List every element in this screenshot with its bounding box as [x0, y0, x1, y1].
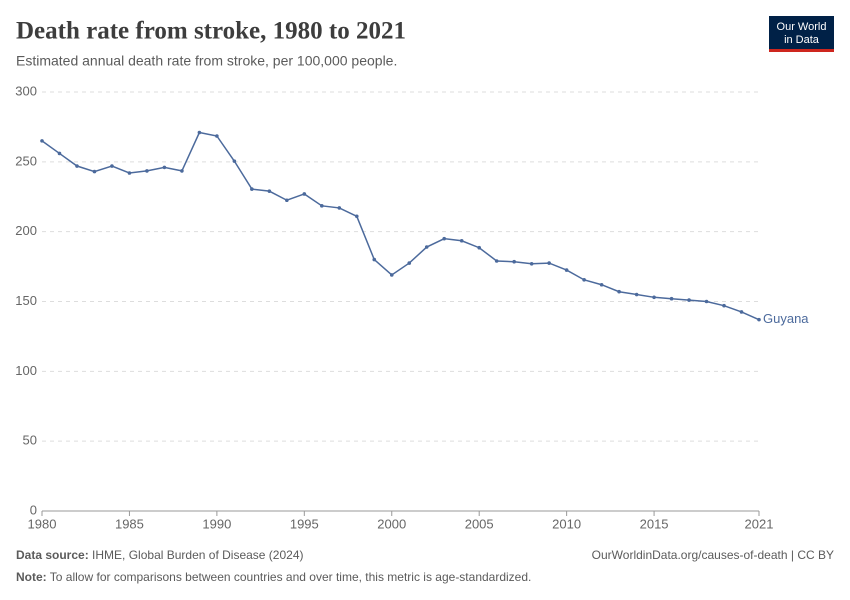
data-point: [424, 245, 429, 249]
chart-title: Death rate from stroke, 1980 to 2021: [16, 18, 406, 45]
data-point: [494, 259, 499, 263]
data-point: [75, 164, 79, 168]
series-line: [41, 131, 760, 321]
data-point: [372, 257, 377, 262]
x-tick-label: 2010: [552, 516, 581, 531]
data-point: [442, 236, 447, 241]
data-point: [669, 296, 674, 301]
footer-note: Note: To allow for comparisons between c…: [16, 570, 531, 584]
data-point: [302, 192, 307, 196]
data-point: [477, 245, 481, 250]
data-point: [354, 214, 359, 219]
x-tick-label: 2005: [465, 516, 494, 531]
data-point: [250, 187, 254, 191]
footer-url[interactable]: OurWorldinData.org/causes-of-death | CC …: [592, 548, 834, 562]
footer-source: Data source: IHME, Global Burden of Dise…: [16, 548, 303, 562]
data-point: [617, 289, 621, 294]
x-tick-label: 1990: [202, 516, 231, 531]
data-point: [407, 261, 412, 265]
data-point: [739, 310, 744, 314]
chart-subtitle: Estimated annual death rate from stroke,…: [16, 53, 397, 69]
source: IHME, Global Burden of Disease (2024): [92, 548, 303, 562]
data-point: [215, 134, 219, 138]
note-label: Note:: [16, 570, 47, 584]
data-point: [232, 159, 237, 163]
data-point: [127, 171, 132, 175]
x-tick-label: 1985: [115, 516, 144, 531]
y-tick-label: 150: [15, 293, 37, 308]
series-label: Guyana: [763, 311, 809, 326]
x-tick-label: 1980: [28, 516, 57, 531]
data-point: [757, 317, 761, 322]
x-tick-label: 1995: [290, 516, 319, 531]
y-tick-label: 200: [15, 223, 37, 238]
logo-text: Our World: [777, 21, 827, 33]
data-point: [652, 295, 656, 300]
data-point: [599, 282, 604, 287]
logo-text: in Data: [784, 34, 820, 46]
data-point: [704, 299, 709, 304]
logo-bar: [769, 49, 834, 52]
y-tick-label: 0: [30, 502, 37, 517]
y-tick-label: 300: [15, 83, 37, 98]
data-point: [197, 130, 202, 135]
data-point: [110, 164, 114, 168]
data-point: [337, 206, 342, 210]
logo-box: [769, 16, 834, 52]
data-point: [459, 238, 464, 243]
data-point: [180, 169, 184, 173]
source-label: Data source:: [16, 548, 89, 562]
data-point: [634, 292, 639, 297]
x-tick-label: 2021: [745, 516, 774, 531]
y-tick-label: 50: [23, 433, 37, 448]
y-tick-label: 250: [15, 153, 37, 168]
data-point: [529, 261, 534, 266]
y-tick-label: 100: [15, 363, 37, 378]
data-point: [722, 303, 726, 308]
x-tick-label: 2015: [640, 516, 669, 531]
data-point: [145, 169, 149, 173]
data-point: [687, 298, 691, 302]
data-point: [57, 151, 62, 156]
data-point: [162, 165, 167, 170]
data-point: [40, 139, 44, 143]
data-point: [582, 278, 586, 282]
data-point: [389, 273, 394, 277]
data-point: [512, 259, 516, 264]
x-tick-label: 2000: [377, 516, 406, 531]
data-point: [285, 198, 289, 203]
data-point: [92, 169, 97, 174]
data-point: [320, 204, 324, 208]
data-point: [547, 261, 551, 265]
logo[interactable]: Our World in Data: [769, 16, 834, 52]
data-point: [267, 189, 272, 193]
note: To allow for comparisons between countri…: [50, 570, 532, 584]
data-point: [564, 268, 569, 272]
